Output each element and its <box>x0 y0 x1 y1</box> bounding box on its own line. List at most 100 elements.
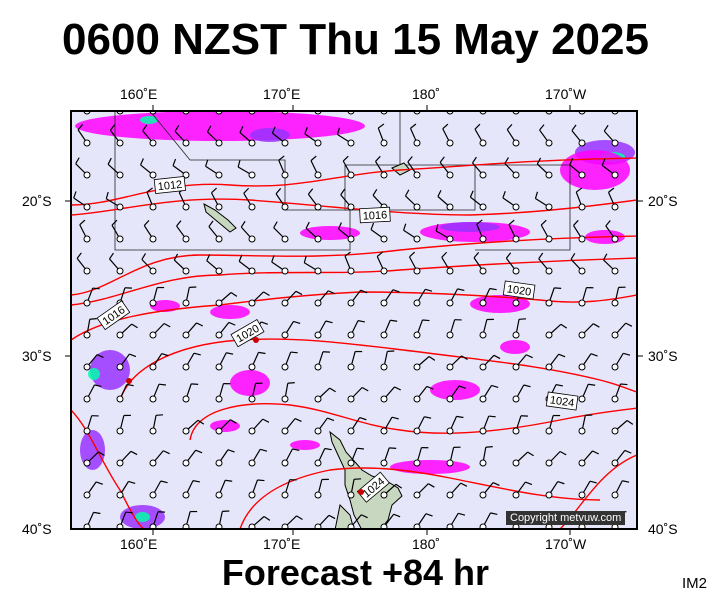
wind-barb <box>504 157 520 179</box>
wind-barb <box>107 157 124 179</box>
wind-barb <box>409 123 421 147</box>
wind-barb <box>149 450 170 467</box>
rain-area <box>290 440 320 450</box>
map-title: 0600 NZST Thu 15 May 2025 <box>62 15 649 64</box>
wind-barb <box>446 288 465 307</box>
wind-barb <box>347 386 369 403</box>
wind-barb <box>182 449 203 467</box>
wind-barb <box>506 123 520 147</box>
wind-barb <box>314 514 336 529</box>
lon-label-170w: 170˚W <box>545 86 587 102</box>
wind-barb <box>439 156 454 179</box>
isobar-labels: 1012 1016 1016 1020 1020 1024 <box>96 176 579 503</box>
wind-barb <box>545 287 562 307</box>
wind-barb <box>273 221 289 243</box>
wind-barb <box>314 351 330 371</box>
isobar-label: 1012 <box>153 176 186 194</box>
wind-barb <box>413 288 433 307</box>
wind-barb <box>380 350 395 371</box>
rain-area <box>75 111 365 141</box>
wind-barb <box>578 353 598 371</box>
copyright-notice: Copyright metvuw.com <box>506 511 626 525</box>
rain-area <box>430 380 480 400</box>
wind-barb <box>347 447 365 467</box>
wind-barb <box>83 481 103 499</box>
wind-barb <box>83 511 101 529</box>
wind-barb <box>479 415 496 435</box>
wind-barb <box>380 447 397 467</box>
wind-barb <box>83 415 99 435</box>
wind-barb <box>347 320 365 339</box>
lon-label-160e-bottom: 160˚E <box>120 536 158 552</box>
wind-barb <box>611 352 631 371</box>
svg-text:1016: 1016 <box>362 209 387 222</box>
wind-barb <box>476 219 487 243</box>
wind-barb <box>305 221 322 243</box>
rain-area <box>210 305 250 319</box>
wind-barb <box>545 414 561 435</box>
wind-barb <box>578 287 594 307</box>
wind-barb <box>479 482 500 499</box>
wind-barb <box>314 478 329 499</box>
wind-barb <box>205 159 223 179</box>
lon-label-180: 180˚ <box>412 86 441 102</box>
wind-barb <box>370 222 388 243</box>
wind-barb <box>512 384 531 403</box>
wind-barb <box>442 123 454 147</box>
wind-barb <box>215 321 236 339</box>
wind-barb <box>239 125 256 147</box>
wind-barb <box>512 451 534 467</box>
wind-barb <box>347 478 362 499</box>
wind-barb <box>611 286 626 307</box>
wind-barb <box>83 318 97 339</box>
wind-barb <box>536 157 553 179</box>
wind-barb <box>116 450 138 467</box>
wind-barb <box>607 187 619 211</box>
wind-barb <box>248 479 265 499</box>
wind-barb <box>307 188 322 211</box>
wind-barb <box>512 318 527 339</box>
axis-ticks <box>65 105 643 535</box>
wind-barb <box>83 354 104 371</box>
wind-barb <box>215 510 230 529</box>
wind-barb <box>271 126 289 147</box>
wind-barb <box>603 124 619 147</box>
wind-barb <box>545 450 567 467</box>
wind-barb <box>578 480 597 499</box>
wind-barb <box>116 480 136 499</box>
wind-barb <box>512 415 528 435</box>
wind-barb <box>611 420 634 435</box>
lat-label-40s: 40˚S <box>22 521 52 537</box>
land-masses <box>203 162 411 529</box>
svg-text:1020: 1020 <box>506 283 532 298</box>
wind-barb <box>76 252 91 275</box>
wind-barb <box>182 352 201 371</box>
wind-barb <box>342 155 355 179</box>
rain-area <box>140 116 158 124</box>
wind-barb <box>314 417 335 435</box>
svg-text:1024: 1024 <box>549 394 575 409</box>
wind-barb <box>248 418 270 435</box>
wind-barb <box>408 251 421 275</box>
wind-barb <box>413 356 436 371</box>
wind-barb <box>278 155 289 179</box>
isobar-label: 1024 <box>545 391 579 411</box>
pressure-centre-dot <box>126 378 132 384</box>
wind-barb <box>314 447 332 467</box>
wind-barb <box>545 353 566 371</box>
wind-barb <box>116 323 138 339</box>
wind-barb <box>215 352 234 371</box>
wind-barb <box>338 222 355 243</box>
wind-barb <box>340 188 355 211</box>
wind-barb <box>182 322 204 339</box>
wind-barb <box>143 219 157 243</box>
wind-barb <box>602 253 619 275</box>
wind-barb <box>611 383 628 403</box>
wind-barb <box>149 322 171 339</box>
wind-barb <box>208 220 223 243</box>
map-frame <box>70 110 638 530</box>
wind-barb <box>479 318 494 339</box>
wind-barb <box>540 219 553 243</box>
wind-barb <box>575 187 586 211</box>
wind-barb <box>380 319 398 339</box>
